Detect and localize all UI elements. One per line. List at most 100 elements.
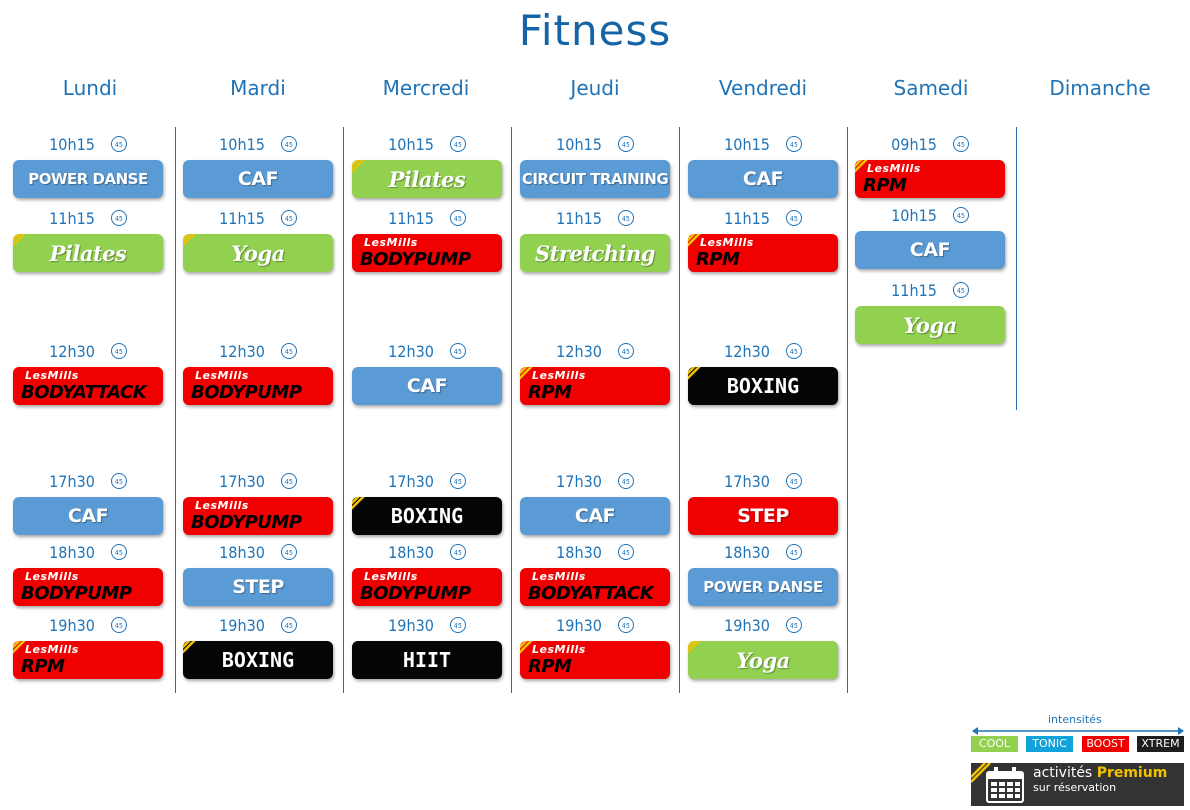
class-time: 18h30 45 bbox=[13, 541, 163, 563]
class-card-caf[interactable]: CAF bbox=[13, 497, 163, 535]
duration-icon: 45 bbox=[785, 343, 802, 359]
legend-xtrem: XTREM bbox=[1137, 736, 1184, 752]
class-card-bodypump[interactable]: LesMills BODYPUMP bbox=[352, 234, 502, 272]
time-label: 12h30 bbox=[219, 341, 265, 361]
duration-icon: 45 bbox=[952, 282, 969, 298]
class-name: RPM bbox=[528, 656, 572, 677]
class-card-hiit[interactable]: HIIT bbox=[352, 641, 502, 679]
class-card-caf[interactable]: CAF bbox=[183, 160, 333, 198]
time-label: 11h15 bbox=[556, 208, 602, 228]
class-time: 19h30 45 bbox=[352, 614, 502, 636]
class-card-boxing[interactable]: BOXING bbox=[352, 497, 502, 535]
class-name: BODYATTACK bbox=[528, 583, 654, 604]
legend-cool: COOL bbox=[971, 736, 1018, 752]
time-label: 10h15 bbox=[891, 205, 937, 225]
duration-icon: 45 bbox=[449, 473, 466, 489]
time-label: 18h30 bbox=[556, 542, 602, 562]
time-label: 11h15 bbox=[388, 208, 434, 228]
class-card-bodyattack[interactable]: LesMills BODYATTACK bbox=[520, 568, 670, 606]
time-label: 18h30 bbox=[388, 542, 434, 562]
intensity-arrow-icon bbox=[972, 727, 1184, 735]
time-label: 09h15 bbox=[891, 134, 937, 154]
class-name: CAF bbox=[574, 505, 616, 527]
time-label: 10h15 bbox=[556, 134, 602, 154]
class-time: 11h15 45 bbox=[352, 207, 502, 229]
lesmills-logo: LesMills bbox=[25, 643, 79, 656]
legend-boost: BOOST bbox=[1082, 736, 1129, 752]
class-name: BODYPUMP bbox=[21, 583, 132, 604]
class-card-bodypump[interactable]: LesMills BODYPUMP bbox=[13, 568, 163, 606]
duration-icon: 45 bbox=[449, 544, 466, 560]
class-card-power-danse[interactable]: POWER DANSE bbox=[688, 568, 838, 606]
class-card-step[interactable]: STEP bbox=[688, 497, 838, 535]
class-time: 18h30 45 bbox=[520, 541, 670, 563]
column-separator bbox=[1016, 127, 1017, 410]
duration-icon: 45 bbox=[280, 210, 297, 226]
duration-icon: 45 bbox=[110, 617, 127, 633]
class-card-pilates[interactable]: Pilates bbox=[13, 234, 163, 272]
class-card-bodypump[interactable]: LesMills BODYPUMP bbox=[183, 367, 333, 405]
class-card-caf[interactable]: CAF bbox=[855, 231, 1005, 269]
time-label: 10h15 bbox=[219, 134, 265, 154]
class-time: 11h15 45 bbox=[183, 207, 333, 229]
class-card-boxing[interactable]: BOXING bbox=[183, 641, 333, 679]
class-card-boxing[interactable]: BOXING bbox=[688, 367, 838, 405]
class-card-rpm[interactable]: LesMills RPM bbox=[688, 234, 838, 272]
lesmills-logo: LesMills bbox=[364, 236, 418, 249]
class-time: 18h30 45 bbox=[183, 541, 333, 563]
class-time: 10h15 45 bbox=[352, 133, 502, 155]
class-time: 10h15 45 bbox=[13, 133, 163, 155]
class-time: 17h30 45 bbox=[520, 470, 670, 492]
class-card-caf[interactable]: CAF bbox=[520, 497, 670, 535]
lesmills-logo: LesMills bbox=[532, 369, 586, 382]
lesmills-logo: LesMills bbox=[364, 570, 418, 583]
class-card-yoga[interactable]: Yoga bbox=[855, 306, 1005, 344]
class-card-bodyattack[interactable]: LesMills BODYATTACK bbox=[13, 367, 163, 405]
day-header-jeudi: Jeudi bbox=[570, 76, 620, 100]
class-time: 17h30 45 bbox=[183, 470, 333, 492]
class-card-rpm[interactable]: LesMills RPM bbox=[520, 641, 670, 679]
class-name: CAF bbox=[406, 375, 448, 397]
class-time: 19h30 45 bbox=[520, 614, 670, 636]
time-label: 19h30 bbox=[49, 615, 95, 635]
class-card-caf[interactable]: CAF bbox=[688, 160, 838, 198]
time-label: 19h30 bbox=[388, 615, 434, 635]
class-card-step[interactable]: STEP bbox=[183, 568, 333, 606]
duration-icon: 45 bbox=[449, 210, 466, 226]
class-name: STEP bbox=[232, 576, 284, 598]
class-card-rpm[interactable]: LesMills RPM bbox=[520, 367, 670, 405]
time-label: 11h15 bbox=[724, 208, 770, 228]
class-card-bodypump[interactable]: LesMills BODYPUMP bbox=[352, 568, 502, 606]
duration-icon: 45 bbox=[110, 136, 127, 152]
duration-icon: 45 bbox=[785, 473, 802, 489]
class-card-yoga[interactable]: Yoga bbox=[688, 641, 838, 679]
duration-icon: 45 bbox=[280, 473, 297, 489]
page-title: Fitness bbox=[518, 6, 672, 55]
time-label: 19h30 bbox=[556, 615, 602, 635]
time-label: 18h30 bbox=[49, 542, 95, 562]
premium-stripe-icon bbox=[971, 763, 991, 783]
duration-icon: 45 bbox=[617, 136, 634, 152]
time-label: 10h15 bbox=[388, 134, 434, 154]
lesmills-logo: LesMills bbox=[532, 570, 586, 583]
class-card-circuit-training[interactable]: CIRCUIT TRAINING bbox=[520, 160, 670, 198]
class-card-rpm[interactable]: LesMills RPM bbox=[13, 641, 163, 679]
class-name: POWER DANSE bbox=[28, 170, 148, 188]
column-separator bbox=[511, 127, 512, 693]
class-card-caf[interactable]: CAF bbox=[352, 367, 502, 405]
column-separator bbox=[847, 127, 848, 693]
class-name: POWER DANSE bbox=[703, 578, 823, 596]
class-time: 19h30 45 bbox=[688, 614, 838, 636]
class-card-bodypump[interactable]: LesMills BODYPUMP bbox=[183, 497, 333, 535]
class-card-pilates[interactable]: Pilates bbox=[352, 160, 502, 198]
duration-icon: 45 bbox=[280, 544, 297, 560]
class-name: HIIT bbox=[402, 648, 452, 672]
time-label: 12h30 bbox=[556, 341, 602, 361]
class-time: 17h30 45 bbox=[688, 470, 838, 492]
class-card-rpm[interactable]: LesMills RPM bbox=[855, 160, 1005, 198]
duration-icon: 45 bbox=[617, 617, 634, 633]
lesmills-logo: LesMills bbox=[867, 162, 921, 175]
class-card-yoga[interactable]: Yoga bbox=[183, 234, 333, 272]
class-card-stretching[interactable]: Stretching bbox=[520, 234, 670, 272]
class-card-power-danse[interactable]: POWER DANSE bbox=[13, 160, 163, 198]
